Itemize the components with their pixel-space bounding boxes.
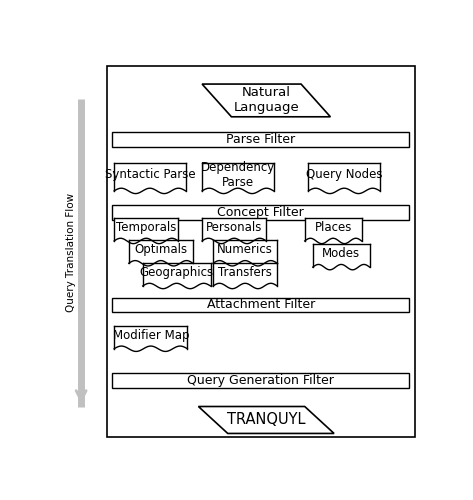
Text: Temporals: Temporals [116, 221, 176, 234]
Bar [308, 163, 380, 191]
Bar [129, 240, 193, 264]
Bar [202, 218, 266, 241]
Text: Modifier Map: Modifier Map [113, 329, 189, 342]
Bar [112, 205, 409, 220]
Bar [114, 326, 187, 349]
Text: Query Translation Flow: Query Translation Flow [66, 193, 76, 312]
Text: Concept Filter: Concept Filter [218, 206, 304, 219]
Bar [112, 298, 409, 312]
Text: Modes: Modes [322, 247, 360, 260]
Bar [143, 263, 210, 286]
Text: Natural
Language: Natural Language [233, 86, 299, 115]
Text: Query Generation Filter: Query Generation Filter [187, 374, 334, 387]
Bar [202, 163, 273, 191]
Text: Numerics: Numerics [217, 244, 273, 256]
Text: Optimals: Optimals [134, 244, 187, 256]
Text: Syntactic Parse: Syntactic Parse [105, 168, 195, 181]
Text: Transfers: Transfers [218, 266, 272, 279]
Bar [313, 244, 369, 267]
Text: Attachment Filter: Attachment Filter [207, 298, 315, 312]
Text: Dependency
Parse: Dependency Parse [201, 161, 275, 189]
Text: Geographics: Geographics [140, 266, 214, 279]
Text: Query Nodes: Query Nodes [306, 168, 382, 181]
Text: Personals: Personals [206, 221, 263, 234]
Bar [112, 374, 409, 388]
Bar [213, 240, 277, 264]
Bar [114, 218, 178, 241]
Text: Parse Filter: Parse Filter [226, 133, 295, 146]
Bar [213, 263, 277, 286]
Text: TRANQUYL: TRANQUYL [227, 412, 306, 428]
Bar [107, 66, 415, 438]
Bar [114, 163, 185, 191]
Text: Places: Places [315, 221, 352, 234]
Bar [305, 218, 361, 241]
Bar [112, 132, 409, 146]
